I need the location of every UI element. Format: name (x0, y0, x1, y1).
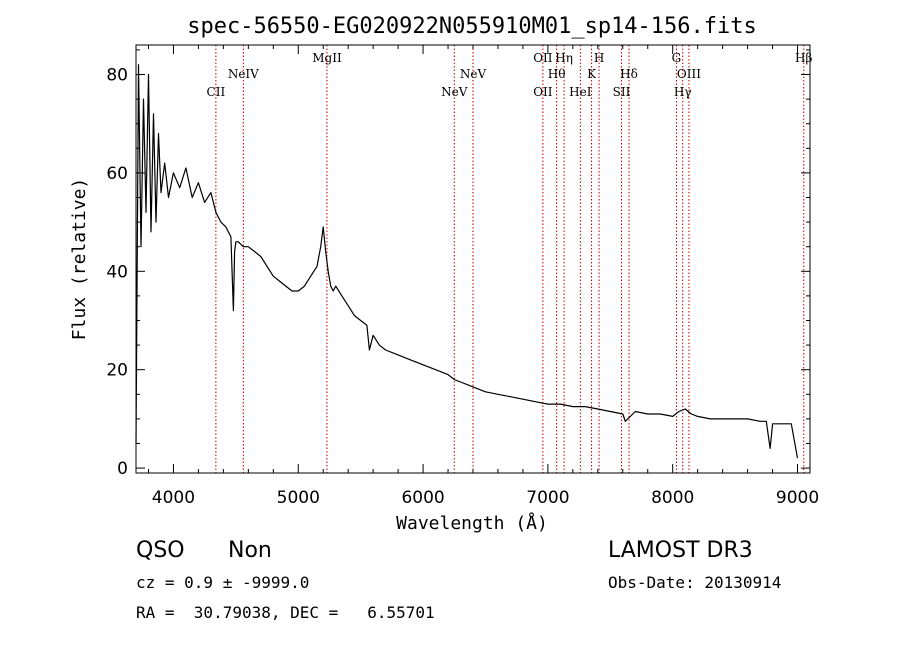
spectrum-line (135, 64, 799, 459)
line-marker-label: NeV (460, 67, 487, 81)
x-tick-label: 9000 (776, 488, 819, 508)
chart-title: spec-56550-EG020922N055910M01_sp14-156.f… (187, 14, 757, 39)
line-marker-label: G (672, 51, 682, 65)
object-subclass: Non (228, 538, 272, 563)
line-marker-label: H (594, 51, 604, 65)
line-marker-label: NeIV (228, 67, 259, 81)
y-tick-label: 80 (106, 66, 128, 86)
survey-name: LAMOST DR3 (608, 538, 753, 563)
line-marker-label: OIII (677, 67, 701, 81)
observation-date: Obs-Date: 20130914 (608, 573, 782, 592)
x-axis-ticks: 4000 5000 6000 7000 8000 9000 (147, 45, 819, 508)
line-marker-label: OII (533, 51, 553, 65)
line-marker-label: NeV (441, 85, 468, 99)
line-marker-label: Hδ (620, 67, 638, 81)
y-axis-label: Flux (relative) (69, 178, 90, 341)
y-tick-label: 40 (106, 262, 128, 282)
redshift-readout: cz = 0.9 ± -9999.0 (136, 573, 310, 592)
x-tick-label: 5000 (277, 488, 320, 508)
line-marker-label: K (587, 67, 597, 81)
line-marker-label: Hη (555, 51, 573, 65)
y-axis-ticks: 0 20 40 60 80 (106, 49, 810, 479)
x-tick-label: 7000 (526, 488, 569, 508)
spectral-line-markers (215, 45, 805, 473)
y-tick-label: 60 (106, 164, 128, 184)
line-marker-label: Hγ (674, 85, 692, 99)
y-tick-label: 0 (117, 459, 128, 479)
line-marker-label: CII (207, 85, 226, 99)
coordinates-readout: RA = 30.79038, DEC = 6.55701 (136, 603, 435, 622)
y-tick-label: 20 (106, 361, 128, 381)
object-class: QSO (136, 538, 185, 563)
line-marker-label: Hβ (795, 51, 812, 65)
x-tick-label: 4000 (152, 488, 195, 508)
line-marker-label: SII (613, 85, 631, 99)
line-marker-label: MgII (312, 51, 342, 65)
x-tick-label: 6000 (401, 488, 444, 508)
x-tick-label: 8000 (651, 488, 694, 508)
line-marker-label: Hθ (548, 67, 566, 81)
x-axis-label: Wavelength (Å) (396, 512, 548, 534)
line-marker-label: HeI (569, 85, 592, 99)
line-marker-label: OII (533, 85, 553, 99)
